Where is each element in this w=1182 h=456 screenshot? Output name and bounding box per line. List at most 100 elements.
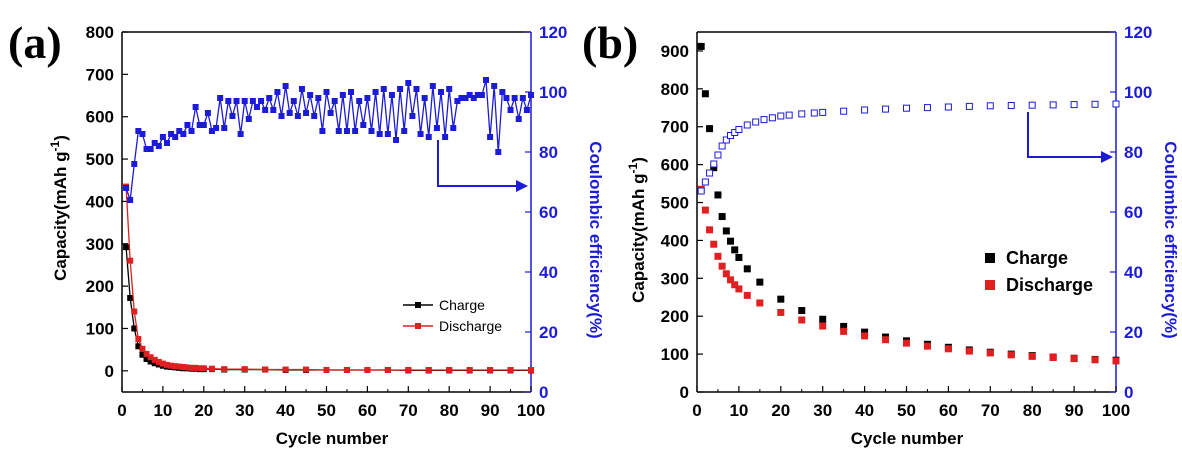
panel-a-discharge-point bbox=[425, 366, 432, 373]
panel-b-y-tick-label: 400 bbox=[661, 231, 689, 250]
panel-a-coulombic-efficiency-point bbox=[159, 134, 166, 140]
panel-a-y-tick-label: 500 bbox=[86, 150, 114, 169]
panel-b-discharge-point bbox=[798, 316, 806, 324]
panel-a-coulombic-efficiency-point bbox=[327, 110, 334, 116]
panel-a-coulombic-efficiency-point bbox=[491, 83, 498, 89]
panel-a-discharge-point bbox=[364, 366, 371, 373]
panel-a-discharge-point bbox=[446, 366, 453, 373]
panel-b-coulombic-efficiency-point bbox=[714, 151, 722, 159]
panel-a-coulombic-efficiency-point bbox=[323, 89, 330, 95]
panel-a-discharge-point bbox=[192, 364, 199, 371]
panel-b-coulombic-efficiency-point bbox=[965, 102, 973, 110]
panel-b-x-tick-label: 70 bbox=[981, 401, 1000, 420]
panel-a-discharge-point bbox=[188, 364, 195, 371]
panel-a-coulombic-efficiency-point bbox=[163, 140, 170, 146]
panel-b-discharge-point bbox=[861, 332, 869, 340]
panel-a-coulombic-efficiency-point bbox=[172, 134, 179, 140]
panel-a-coulombic-efficiency-point bbox=[343, 128, 350, 134]
panel-b-discharge-point bbox=[944, 345, 952, 353]
panel-a-coulombic-efficiency-point bbox=[466, 92, 473, 98]
panel-a-y-tick-label: 300 bbox=[86, 235, 114, 254]
panel-b-coulombic-efficiency-point bbox=[768, 114, 776, 122]
panel-a-x-tick-label: 30 bbox=[235, 401, 254, 420]
panel-a-x-tick-label: 50 bbox=[317, 401, 336, 420]
panel-b-discharge-point bbox=[965, 347, 973, 355]
panel-a-coulombic-efficiency-point bbox=[151, 140, 158, 146]
panel-b-x-tick-label: 90 bbox=[1065, 401, 1084, 420]
panel-b-discharge-point bbox=[1070, 355, 1078, 363]
panel-a-coulombic-efficiency-point bbox=[204, 110, 211, 116]
panel-b-coulombic-efficiency-point bbox=[777, 112, 785, 120]
panel-a-plot-area: 0 10 20 30 40 50 60 70 80 90 100010020030040050060… bbox=[86, 23, 568, 420]
panel-b-coulombic-efficiency-point bbox=[840, 107, 848, 115]
panel-b-discharge-point bbox=[714, 252, 722, 260]
panel-a-coulombic-efficiency-point bbox=[249, 98, 256, 104]
panel-a-coulombic-efficiency-point bbox=[274, 89, 281, 95]
panel-a-coulombic-efficiency-point bbox=[409, 113, 416, 119]
panel-b-coulombic-efficiency-point bbox=[810, 109, 818, 117]
panel-b-x-tick-label: 20 bbox=[771, 401, 790, 420]
panel-a-y2-axis-title: Coulombic efficiency(%) bbox=[586, 141, 605, 338]
panel-a-x-tick-label: 40 bbox=[276, 401, 295, 420]
panel-b-charge-point bbox=[840, 322, 848, 330]
panel-a-coulombic-efficiency-point bbox=[319, 128, 326, 134]
panel-b-discharge-point bbox=[1112, 357, 1120, 365]
panel-b-discharge-point bbox=[722, 270, 730, 278]
panel-a-coulombic-efficiency-point bbox=[413, 86, 420, 92]
panel-b-charge-point bbox=[861, 328, 869, 336]
panel-a-y-tick-label: 400 bbox=[86, 192, 114, 211]
panel-a-coulombic-efficiency-point bbox=[405, 80, 412, 86]
panel-a-coulombic-efficiency-point bbox=[523, 107, 530, 113]
panel-a-discharge-point bbox=[184, 364, 191, 371]
panel-b-legend-marker-discharge bbox=[985, 280, 995, 290]
panel-b-discharge-point bbox=[735, 285, 743, 293]
panel-a-discharge-point bbox=[163, 361, 170, 368]
panel-a-discharge-point bbox=[139, 345, 146, 352]
panel-b-charge-point bbox=[714, 191, 722, 199]
panel-a-x-tick-label: 90 bbox=[481, 401, 500, 420]
panel-label-a: (a) bbox=[8, 17, 62, 68]
panel-a-coulombic-efficiency-point bbox=[388, 92, 395, 98]
panel-b-plot-area: 0 10 20 30 40 50 60 70 80 90 100010020030040050060… bbox=[661, 23, 1153, 420]
panel-b-coulombic-efficiency-point bbox=[710, 160, 718, 168]
panel-b-discharge-point bbox=[727, 276, 735, 284]
panel-a-coulombic-efficiency-point bbox=[515, 116, 522, 122]
panel-a-coulombic-efficiency-point bbox=[429, 83, 436, 89]
panel-b-y-tick-label: 700 bbox=[661, 118, 689, 137]
panel-b-charge-point bbox=[777, 295, 785, 303]
panel-a-coulombic-efficiency-point bbox=[503, 95, 510, 101]
panel-b-y2-tick-label: 80 bbox=[1124, 143, 1143, 162]
panel-a-y-tick-label: 0 bbox=[105, 362, 114, 381]
panel-a-y-axis-title: Capacity(mAh g-1) bbox=[48, 135, 70, 281]
panel-b-y-tick-label: 900 bbox=[661, 42, 689, 61]
panel-b-charge-point bbox=[731, 246, 739, 254]
panel-a-coulombic-efficiency-point bbox=[487, 134, 494, 140]
panel-a-coulombic-efficiency-point bbox=[294, 113, 301, 119]
panel-a-y2-tick-label: 0 bbox=[539, 383, 548, 402]
panel-b-coulombic-efficiency-point bbox=[785, 111, 793, 119]
panel-a-coulombic-efficiency-point bbox=[331, 98, 338, 104]
panel-a-coulombic-efficiency-point bbox=[401, 128, 408, 134]
panel-a-coulombic-efficiency-point bbox=[307, 92, 314, 98]
panel-b-coulombic-efficiency-point bbox=[903, 104, 910, 112]
panel-a-charge-point bbox=[143, 355, 150, 362]
panel-b-x-tick-label: 30 bbox=[813, 401, 832, 420]
panel-a-discharge-point bbox=[487, 366, 494, 373]
panel-a-coulombic-efficiency-point bbox=[196, 122, 203, 128]
panel-b-coulombic-efficiency-point bbox=[722, 136, 730, 144]
panel-a-y-tick-label: 700 bbox=[86, 65, 114, 84]
panel-b-coulombic-efficiency-point bbox=[1070, 101, 1078, 109]
panel-b-y2-tick-label: 60 bbox=[1124, 203, 1143, 222]
panel-b-coulombic-efficiency-point bbox=[701, 178, 709, 186]
panel-b-charge-point bbox=[722, 227, 730, 235]
panel-a-discharge-point bbox=[135, 336, 142, 343]
panel-a-discharge-point bbox=[507, 366, 514, 373]
panel-b-discharge-point bbox=[706, 226, 714, 234]
panel-b-coulombic-efficiency-point bbox=[819, 108, 827, 116]
panel-a-coulombic-efficiency-point bbox=[417, 131, 424, 137]
panel-a-coulombic-efficiency-point bbox=[233, 98, 240, 104]
panel-a-coulombic-efficiency-point bbox=[470, 95, 477, 101]
panel-b-discharge-point bbox=[710, 240, 718, 248]
panel-a-y2-tick-label: 40 bbox=[539, 263, 558, 282]
panel-a-coulombic-efficiency-point bbox=[478, 92, 485, 98]
